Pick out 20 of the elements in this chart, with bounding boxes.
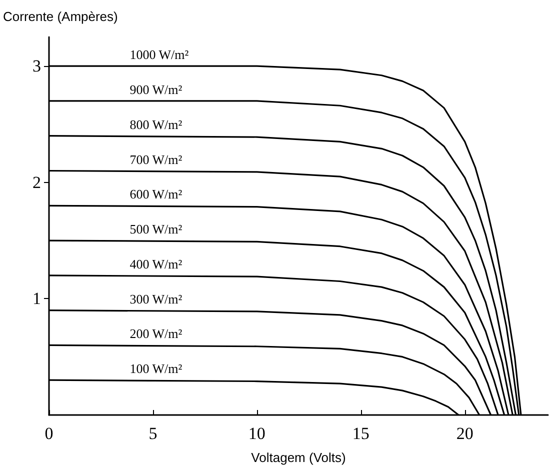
y-tick-label: 1	[32, 289, 41, 308]
series-label: 200 W/m²	[130, 326, 182, 342]
x-axis-title: Voltagem (Volts)	[251, 450, 346, 465]
x-tick-label: 10	[248, 424, 266, 443]
series-label: 400 W/m²	[130, 256, 182, 272]
series-label: 800 W/m²	[130, 116, 182, 132]
series-label: 100 W/m²	[130, 361, 182, 376]
series-label: 600 W/m²	[130, 186, 182, 202]
x-tick-label: 5	[148, 424, 158, 443]
series-label: 700 W/m²	[130, 152, 182, 167]
x-tick-label: 20	[456, 424, 474, 443]
y-tick-label: 2	[32, 172, 41, 192]
y-tick-label: 3	[32, 56, 41, 76]
series-label: 1000 W/m²	[130, 47, 189, 62]
y-axis-title: Corrente (Ampères)	[3, 9, 118, 24]
x-tick-label: 0	[44, 424, 54, 443]
series-label: 500 W/m²	[130, 222, 182, 237]
x-tick-label: 15	[352, 424, 370, 443]
series-label: 900 W/m²	[130, 82, 182, 97]
series-label: 300 W/m²	[130, 291, 182, 306]
